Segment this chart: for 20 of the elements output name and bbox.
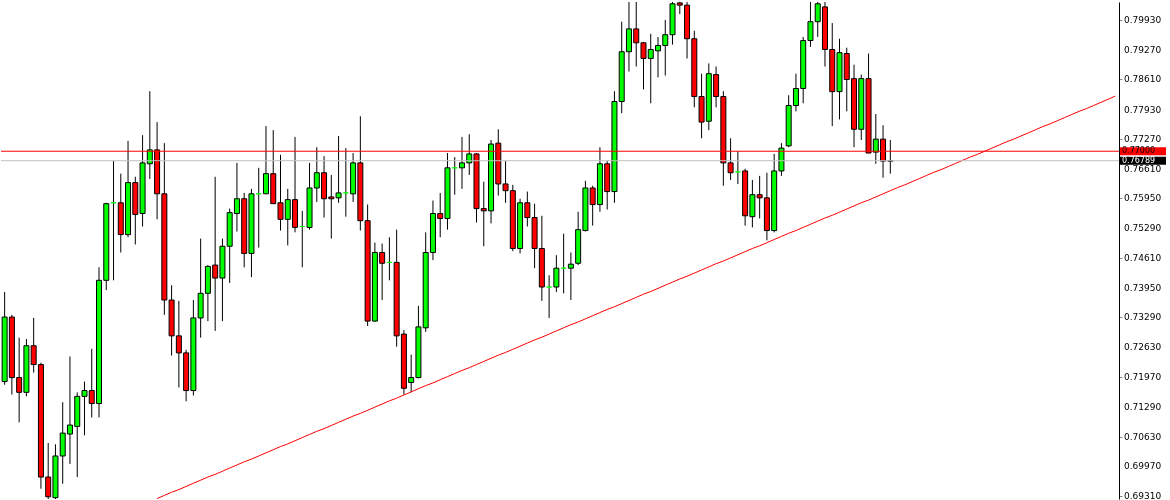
y-tick-label: 0.70630 <box>1124 431 1162 442</box>
y-tick-label: 0.71290 <box>1124 402 1162 413</box>
y-tick-label: 0.71970 <box>1124 371 1162 382</box>
y-tick-label: 0.79930 <box>1124 14 1162 25</box>
y-tick-label: 0.74610 <box>1124 253 1162 264</box>
candlestick <box>567 252 574 301</box>
y-tick-label: 0.73290 <box>1124 312 1162 323</box>
y-tick-label: 0.75950 <box>1124 193 1162 204</box>
y-tick-label: 0.72630 <box>1124 342 1162 353</box>
ref-line-label: 0.76789 <box>1122 155 1156 165</box>
y-tick-label: 0.78610 <box>1124 74 1162 85</box>
y-tick-label: 0.79270 <box>1124 44 1162 55</box>
y-tick-label: 0.69970 <box>1124 461 1162 472</box>
y-tick-label: 0.77270 <box>1124 134 1162 145</box>
y-tick-label: 0.73950 <box>1124 282 1162 293</box>
y-tick-label: 0.76610 <box>1124 163 1162 174</box>
ref-line-label: 0.77000 <box>1122 146 1156 156</box>
y-tick-label: 0.77930 <box>1124 104 1162 115</box>
y-tick-label: 0.75290 <box>1124 222 1162 233</box>
y-tick-label: 0.69310 <box>1124 490 1162 500</box>
